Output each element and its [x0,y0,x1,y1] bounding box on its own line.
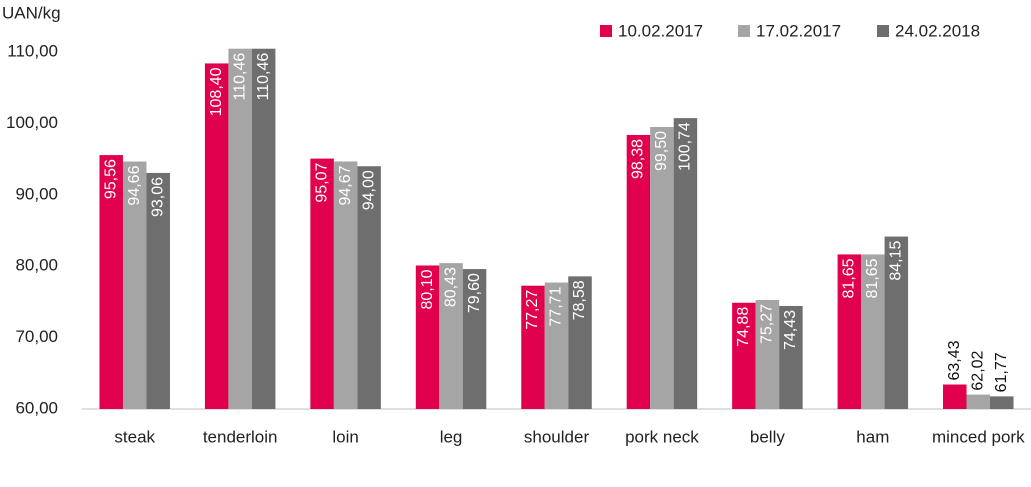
legend-label: 17.02.2017 [756,21,841,40]
value-label: 77,71 [548,286,565,326]
value-label: 110,46 [231,53,248,101]
legend-swatch [877,25,889,37]
value-label: 74,88 [735,307,752,347]
bar [990,396,1014,409]
bar [650,126,674,409]
bar [568,276,592,409]
bar [837,254,862,409]
bar [544,282,569,409]
legend-label: 24.02.2018 [895,21,980,40]
value-label: 94,00 [360,170,377,210]
bar [228,48,252,409]
value-label: 75,27 [759,304,776,344]
value-label: 110,46 [255,53,272,101]
value-label: 95,07 [313,163,330,203]
value-label: 78,58 [571,280,588,320]
value-label: 93,06 [149,177,166,217]
value-label: 80,10 [419,269,436,309]
value-label: 80,43 [442,267,459,307]
value-label: 63,43 [946,340,963,380]
x-tick-label: pork neck [625,427,699,446]
y-tick-label: 110,00 [7,41,58,60]
value-label: 95,56 [102,159,119,199]
x-tick-label: shoulder [524,427,590,446]
bar [415,265,440,409]
value-label: 108,40 [208,67,225,116]
bar [755,299,780,409]
x-tick-label: loin [332,427,358,446]
bar [943,384,967,409]
legend-label: 10.02.2017 [618,21,703,40]
x-tick-label: steak [114,427,155,446]
value-label: 74,43 [782,310,799,350]
bar [462,269,487,409]
value-label: 62,02 [969,350,986,390]
y-tick-label: 90,00 [15,184,58,203]
value-label: 77,27 [524,290,541,330]
bar [251,48,276,409]
value-label: 84,15 [888,240,905,280]
bar [204,63,229,409]
x-tick-label: minced pork [932,427,1025,446]
bar [732,302,756,409]
legend-swatch [738,25,750,37]
y-tick-label: 80,00 [15,256,58,275]
bar [884,236,909,409]
bar [779,305,803,409]
bar [966,394,991,409]
bar [333,161,358,409]
bar [310,158,334,409]
x-tick-label: ham [856,427,889,446]
value-label: 99,50 [653,131,670,171]
value-label: 100,74 [677,122,694,171]
bar [521,285,545,409]
bar [673,118,698,410]
x-tick-label: leg [440,427,463,446]
y-tick-label: 60,00 [15,398,58,417]
value-label: 61,77 [993,352,1010,392]
bar [99,155,123,409]
value-label: 98,38 [630,139,647,179]
y-axis-label: UAN/kg [2,3,61,22]
bar [146,172,170,409]
x-tick-label: belly [750,427,785,446]
value-label: 79,60 [466,273,483,313]
value-label: 81,65 [841,258,858,298]
y-tick-label: 100,00 [6,113,58,132]
value-label: 94,66 [126,165,143,205]
bar [122,161,147,409]
bar [439,263,463,409]
bar [861,254,885,409]
bar [357,166,381,409]
y-tick-label: 70,00 [15,327,58,346]
legend-swatch [600,25,612,37]
bar [626,134,651,409]
value-label: 94,67 [337,165,354,205]
x-tick-label: tenderloin [203,427,278,446]
value-label: 81,65 [864,258,881,298]
